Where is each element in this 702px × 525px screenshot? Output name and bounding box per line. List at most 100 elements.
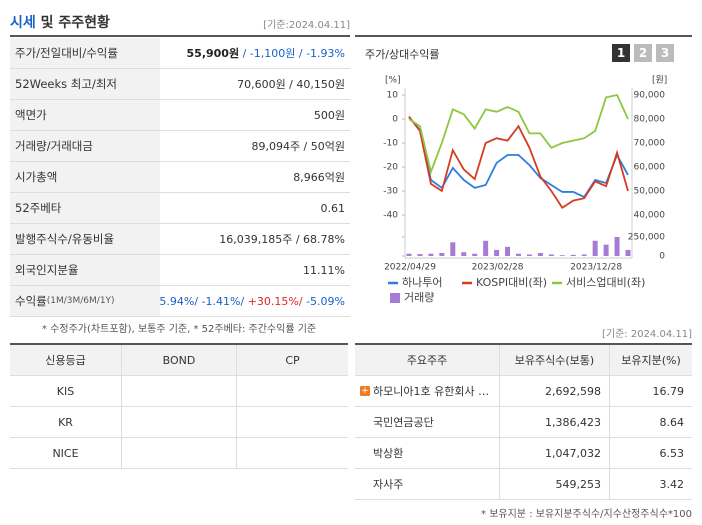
value-text: 11.11% <box>303 263 345 277</box>
header-cell: BOND <box>122 345 237 376</box>
label-text: 수익률 <box>15 294 47 308</box>
tick-label: 40,000 <box>634 211 666 221</box>
series-line <box>408 93 629 175</box>
legend-label: 서비스업대비(좌) <box>566 276 645 289</box>
table-cell: 3.42 <box>610 469 692 500</box>
legend-label: KOSPI대비(좌) <box>476 276 547 289</box>
table-cell: 6.53 <box>610 438 692 469</box>
value-text: -5.09% <box>306 294 345 308</box>
row-value: 70,600원 / 40,150원 <box>160 69 350 100</box>
value-text: 55,900원 <box>186 47 240 60</box>
value-text: / -1,100원 / -1.93% <box>239 47 345 60</box>
tick-label: -10 <box>383 139 398 149</box>
row-value: -15.94%/ -1.41%/ +30.15%/ -5.09% <box>160 286 350 317</box>
header-cell: 신용등급 <box>10 345 122 376</box>
volume-bar <box>592 240 598 256</box>
tick-label: 0 <box>392 115 398 125</box>
note: * 보유지분 : 보유지분주식수/지수산정주식수*100 <box>481 509 692 520</box>
x-tick-label: 2023/02/28 <box>472 263 524 273</box>
volume-bar <box>505 246 511 256</box>
row-value: 500원 <box>160 100 350 131</box>
volume-bar <box>526 254 532 256</box>
tick-label: 60,000 <box>634 163 666 173</box>
row-label: 거래량/거래대금 <box>10 131 160 162</box>
label-text: 거래량/거래대금 <box>15 139 93 153</box>
table-cell <box>122 438 237 469</box>
volume-bar <box>483 240 489 256</box>
row-value: 89,094주 / 50억원 <box>160 131 350 162</box>
volume-bar <box>428 253 434 256</box>
volume-bar <box>406 253 412 256</box>
label-text: 발행주식수/유동비율 <box>15 232 115 246</box>
tick-label: -30 <box>383 187 398 197</box>
tick-label: -40 <box>383 211 398 221</box>
row-label: 시가총액 <box>10 162 160 193</box>
volume-bar <box>625 249 631 256</box>
left-unit: [%] <box>385 76 401 86</box>
rule <box>355 343 692 345</box>
volume-bar <box>581 254 587 256</box>
tick-label: 90,000 <box>634 91 666 101</box>
label-text: 52주베타 <box>15 201 62 215</box>
row-value: 0.61 <box>160 193 350 224</box>
date: [기준:2024.04.11] <box>263 20 350 31</box>
panel-title: 시세 및 주주현황 <box>10 12 110 32</box>
value-text: 16,039,185주 / 68.78% <box>219 233 345 246</box>
date: [기준: 2024.04.11] <box>601 329 692 340</box>
table-cell <box>122 407 237 438</box>
header-cell: 보유주식수(보통) <box>500 345 610 376</box>
table-cell: 국민연금공단 <box>355 407 500 438</box>
header-cell: 보유지분(%) <box>610 345 692 376</box>
row-label: 발행주식수/유동비율 <box>10 224 160 255</box>
table-cell: 16.79 <box>610 376 692 407</box>
legend-label: 하나투어 <box>402 275 442 289</box>
row-label: 52주베타 <box>10 193 160 224</box>
legend-swatch <box>390 293 400 303</box>
tab-button[interactable]: 1 <box>612 44 630 62</box>
label-text: (1M/3M/6M/1Y) <box>46 296 115 306</box>
label-text: 액면가 <box>15 108 47 122</box>
x-tick-label: 2022/04/29 <box>384 263 436 273</box>
title-highlight: 시세 <box>10 15 36 31</box>
row-value: 11.11% <box>160 255 350 286</box>
table-cell: KIS <box>10 376 122 407</box>
row-value: 55,900원 / -1,100원 / -1.93% <box>160 38 350 69</box>
table-cell: NICE <box>10 438 122 469</box>
row-label: 액면가 <box>10 100 160 131</box>
label-text: 주가/전일대비/수익률 <box>15 46 118 60</box>
expand-icon[interactable]: + <box>360 386 370 396</box>
volume-bar <box>559 255 565 256</box>
volume-bar <box>450 242 456 256</box>
value-text: 89,094주 / 50억원 <box>251 140 345 153</box>
table-cell: 박상환 <box>355 438 500 469</box>
tab-button[interactable]: 2 <box>634 44 652 62</box>
volume-bar <box>461 252 467 256</box>
tab-button[interactable]: 3 <box>656 44 674 62</box>
volume-bar <box>614 237 620 256</box>
value-text: 500원 <box>313 109 345 122</box>
table-cell: 자사주 <box>355 469 500 500</box>
volume-bar <box>516 253 521 256</box>
legend-label: 거래량 <box>404 291 434 304</box>
x-tick-label: 2023/12/28 <box>570 263 622 273</box>
volume-bar <box>537 252 543 256</box>
table-cell: 8.64 <box>610 407 692 438</box>
volume-bar <box>439 252 445 256</box>
table-cell: KR <box>10 407 122 438</box>
table-cell: 2,692,598 <box>500 376 610 407</box>
tick-label: 80,000 <box>634 115 666 125</box>
value-text: 70,600원 / 40,150원 <box>237 78 345 91</box>
chart: [%] [원] 10 0 -10 -20 -30 -40 90,000 80,000 70,00… <box>383 75 667 305</box>
row-label: 수익률 (1M/3M/6M/1Y) <box>10 286 160 317</box>
table-cell <box>237 407 348 438</box>
tick-label: 50,000 <box>634 187 666 197</box>
volume-bar <box>570 254 576 256</box>
header-cell: 주요주주 <box>355 345 500 376</box>
note: * 수정주가(차트포함), 보통주 기준, * 52주베타: 주간수익률 기준 <box>42 324 317 335</box>
tick-label: 10 <box>387 91 399 101</box>
chart-title: 주가/상대수익률 <box>365 48 440 61</box>
value-text: 8,966억원 <box>293 171 345 184</box>
table-cell: 1,386,423 <box>500 407 610 438</box>
table-cell <box>122 376 237 407</box>
tick-label: 0 <box>659 252 665 262</box>
